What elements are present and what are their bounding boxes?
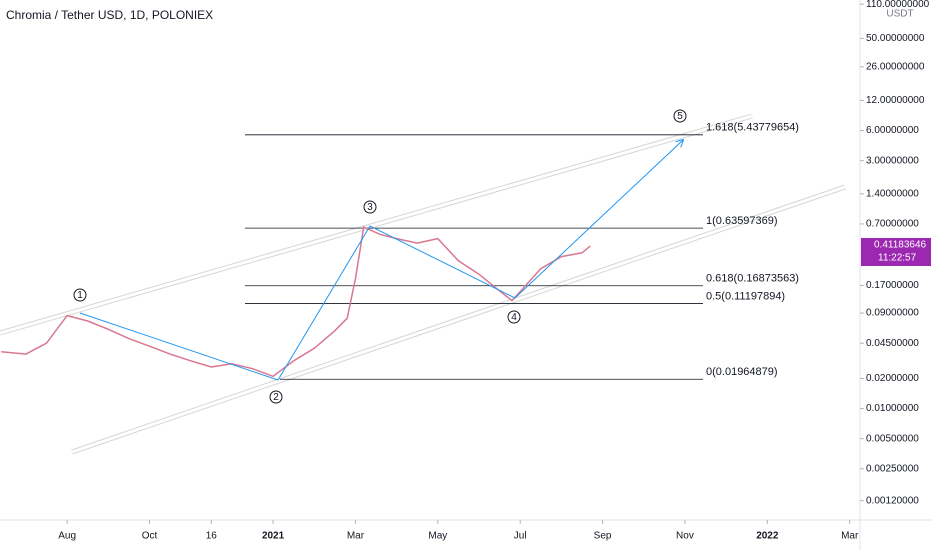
fib-level-label: 0(0.01964879) [706,366,778,378]
x-tick-label: Nov [676,531,694,542]
wave-path [79,140,683,381]
x-tick-label: Oct [142,531,158,542]
y-tick-label: 110.00000000 [866,0,930,10]
wave-label: 2 [273,392,279,403]
channel [0,113,846,455]
x-tick-label: May [428,531,447,542]
y-tick-label: 0.00250000 [866,463,919,474]
y-tick-label: 0.01000000 [866,403,919,414]
x-tick-label: 2022 [756,531,779,542]
wave-label-circle [269,390,283,404]
y-tick-label: 6.00000000 [866,125,919,136]
wave-label-circle [73,288,87,302]
wave-label: 1 [77,290,83,301]
last-price-countdown: 11:22:57 [878,253,917,264]
last-price-tag [861,237,931,266]
last-price-label: 0.41183646 [874,240,927,251]
y-tick-label: 0.70000000 [866,219,919,230]
wave-label: 3 [367,202,373,213]
y-tick-label: 3.00000000 [866,155,919,166]
fib-level-label: 1.618(5.43779654) [706,122,799,134]
y-tick-label: 50.00000000 [866,33,925,44]
y-tick-label: 0.00500000 [866,433,919,444]
y-tick-label: 0.02000000 [866,373,919,384]
wave-label-circle [673,109,687,123]
x-tick-label: Mar [347,531,365,542]
x-tick-label: 2021 [262,531,285,542]
y-tick-label: 0.09000000 [866,308,919,319]
y-tick-label: 0.17000000 [866,280,919,291]
wave-arrow [79,140,683,381]
fib-level-label: 1(0.63597369) [706,215,778,227]
y-tick-label: 0.00120000 [866,495,919,506]
channel-lower [71,185,846,454]
x-tick-label: Sep [594,531,612,542]
axis-unit: USDT [886,9,913,20]
x-tick-label: Aug [58,531,76,542]
fib-level-label: 0.5(0.11197894) [706,290,785,302]
y-tick-label: 12.00000000 [866,95,925,106]
x-tick-label: 16 [206,531,218,542]
wave-label: 5 [677,111,683,122]
x-tick-label: Mar [841,531,859,542]
y-tick-label: 0.04500000 [866,338,919,349]
wave-label-circle [507,310,521,324]
wave-label-circle [363,200,377,214]
x-tick-label: Jul [514,531,527,542]
y-tick-label: 26.00000000 [866,61,925,72]
wave-label: 4 [511,312,517,323]
chart-title: Chromia / Tether USD, 1D, POLONIEX [6,8,213,22]
y-tick-label: 1.40000000 [866,188,919,199]
channel-upper [0,114,753,335]
fib-level-label: 0.618(0.16873563) [706,273,799,285]
